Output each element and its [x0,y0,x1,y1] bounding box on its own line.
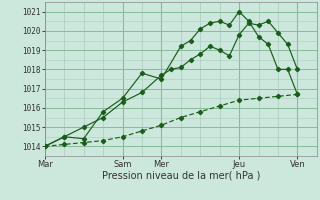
X-axis label: Pression niveau de la mer( hPa ): Pression niveau de la mer( hPa ) [102,171,260,181]
